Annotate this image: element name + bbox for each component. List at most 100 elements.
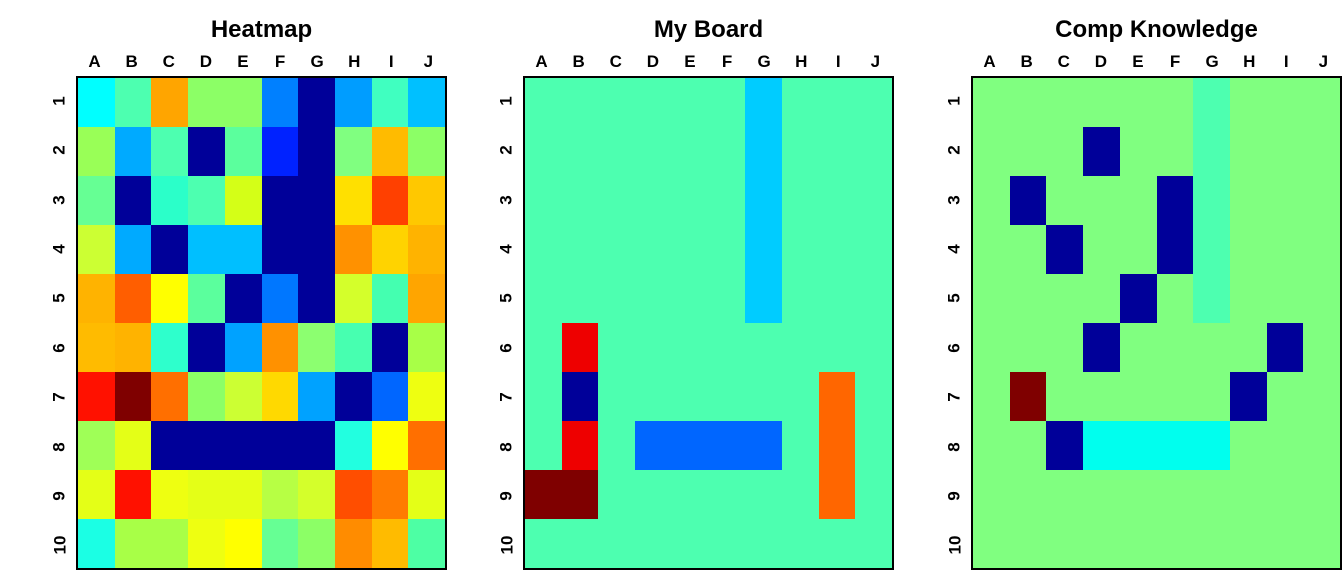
cell-B1 bbox=[561, 78, 599, 127]
cell-J3 bbox=[1303, 176, 1340, 225]
cell-F9 bbox=[261, 470, 299, 519]
column-label-B: B bbox=[572, 52, 585, 71]
cell-A4 bbox=[525, 225, 562, 274]
cell-B6 bbox=[561, 323, 599, 372]
cell-H5 bbox=[334, 274, 372, 323]
cell-I6 bbox=[1266, 323, 1304, 372]
cell-D6 bbox=[1083, 323, 1120, 372]
cell-C6 bbox=[1046, 323, 1084, 372]
cell-I7 bbox=[371, 372, 409, 421]
board-comp-knowledge: Comp Knowledge A B C D E F G H I J 1 2 3 4 5 6 7 8 9 10 bbox=[945, 0, 1342, 576]
cell-B2 bbox=[561, 127, 599, 176]
cell-C2 bbox=[1046, 127, 1084, 176]
row-label-8: 8 bbox=[497, 441, 516, 452]
cell-A10 bbox=[973, 519, 1010, 568]
cell-I9 bbox=[818, 470, 856, 519]
cell-F7 bbox=[1156, 372, 1194, 421]
cell-B6 bbox=[1009, 323, 1047, 372]
cell-E8 bbox=[671, 421, 709, 470]
column-label-F: F bbox=[721, 52, 733, 71]
cell-D8 bbox=[635, 421, 672, 470]
cell-G10 bbox=[298, 519, 335, 568]
column-label-G: G bbox=[1205, 52, 1219, 71]
cell-J7 bbox=[855, 372, 892, 421]
cell-E5 bbox=[224, 274, 262, 323]
cell-B7 bbox=[1009, 372, 1047, 421]
cell-A3 bbox=[525, 176, 562, 225]
cell-D10 bbox=[635, 519, 672, 568]
row-label-5: 5 bbox=[497, 293, 516, 304]
cell-E5 bbox=[671, 274, 709, 323]
column-label-C: C bbox=[162, 52, 175, 71]
cell-I5 bbox=[818, 274, 856, 323]
cell-F1 bbox=[261, 78, 299, 127]
cell-F4 bbox=[261, 225, 299, 274]
row-label-2: 2 bbox=[497, 145, 516, 155]
cell-H6 bbox=[781, 323, 819, 372]
cell-A9 bbox=[973, 470, 1010, 519]
cell-A8 bbox=[525, 421, 562, 470]
row-label-3: 3 bbox=[945, 194, 964, 205]
cell-F7 bbox=[261, 372, 299, 421]
cell-C8 bbox=[1046, 421, 1084, 470]
cell-E2 bbox=[224, 127, 262, 176]
cell-I10 bbox=[371, 519, 409, 568]
cell-A7 bbox=[525, 372, 562, 421]
cell-G4 bbox=[1193, 225, 1230, 274]
cell-G4 bbox=[745, 225, 782, 274]
cell-D2 bbox=[188, 127, 225, 176]
cell-G5 bbox=[298, 274, 335, 323]
cell-H9 bbox=[334, 470, 372, 519]
cell-D10 bbox=[188, 519, 225, 568]
cell-H3 bbox=[781, 176, 819, 225]
cell-I3 bbox=[371, 176, 409, 225]
cell-C10 bbox=[151, 519, 189, 568]
board-heatmap: Heatmap A B C D E F G H I J 1 2 3 4 5 6 7 8 9 10 bbox=[50, 0, 447, 576]
cell-D1 bbox=[188, 78, 225, 127]
column-label-D: D bbox=[646, 52, 659, 71]
cell-A2 bbox=[973, 127, 1010, 176]
column-label-J: J bbox=[423, 52, 434, 71]
cell-D7 bbox=[188, 372, 225, 421]
cell-F5 bbox=[261, 274, 299, 323]
row-label-4: 4 bbox=[945, 244, 964, 254]
cell-E1 bbox=[1119, 78, 1157, 127]
row-label-5: 5 bbox=[945, 293, 964, 304]
cell-F9 bbox=[708, 470, 746, 519]
cell-D4 bbox=[635, 225, 672, 274]
cell-H4 bbox=[781, 225, 819, 274]
cell-J3 bbox=[855, 176, 892, 225]
cell-I5 bbox=[371, 274, 409, 323]
row-labels: 1 2 3 4 5 6 7 8 9 10 bbox=[495, 76, 519, 570]
cell-G6 bbox=[1193, 323, 1230, 372]
cell-C4 bbox=[151, 225, 189, 274]
cell-E10 bbox=[224, 519, 262, 568]
cell-A8 bbox=[973, 421, 1010, 470]
column-label-E: E bbox=[1132, 52, 1144, 71]
cell-G9 bbox=[1193, 470, 1230, 519]
cell-A1 bbox=[78, 78, 115, 127]
cell-D8 bbox=[1083, 421, 1120, 470]
cell-H7 bbox=[1229, 372, 1267, 421]
cell-J10 bbox=[408, 519, 445, 568]
cell-B8 bbox=[561, 421, 599, 470]
cell-H1 bbox=[1229, 78, 1267, 127]
column-label-F: F bbox=[1169, 52, 1181, 71]
cell-I8 bbox=[1266, 421, 1304, 470]
column-label-H: H bbox=[1243, 52, 1256, 71]
cell-C6 bbox=[598, 323, 636, 372]
cell-D3 bbox=[635, 176, 672, 225]
cell-B5 bbox=[561, 274, 599, 323]
cell-C8 bbox=[151, 421, 189, 470]
row-labels: 1 2 3 4 5 6 7 8 9 10 bbox=[943, 76, 967, 570]
cell-B4 bbox=[1009, 225, 1047, 274]
cell-F3 bbox=[1156, 176, 1194, 225]
cell-C4 bbox=[1046, 225, 1084, 274]
cell-E6 bbox=[1119, 323, 1157, 372]
cell-H4 bbox=[1229, 225, 1267, 274]
cell-A1 bbox=[525, 78, 562, 127]
cell-D5 bbox=[635, 274, 672, 323]
column-label-A: A bbox=[535, 52, 548, 71]
cell-F5 bbox=[1156, 274, 1194, 323]
cell-H9 bbox=[1229, 470, 1267, 519]
